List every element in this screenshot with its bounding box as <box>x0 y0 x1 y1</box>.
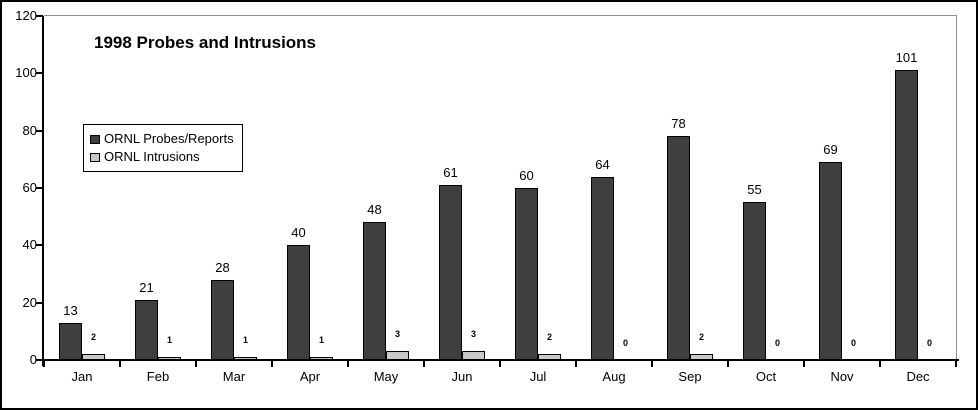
bar-value-probes-apr: 40 <box>291 225 306 240</box>
bar-value-probes-aug: 64 <box>595 157 610 172</box>
legend-item-probes: ORNL Probes/Reports <box>90 130 234 148</box>
y-tick-mark <box>36 301 43 304</box>
legend-label: ORNL Probes/Reports <box>104 131 234 146</box>
bar-value-probes-oct: 55 <box>747 182 762 197</box>
x-tick-mark <box>803 361 805 367</box>
x-tick-mark <box>651 361 653 367</box>
bar-probes-aug <box>591 177 614 360</box>
bar-value-probes-jan: 13 <box>63 303 78 318</box>
chart-title: 1998 Probes and Intrusions <box>94 33 317 52</box>
bar-intrusions-jul <box>538 354 561 360</box>
x-axis-line <box>42 359 959 361</box>
bar-probes-oct <box>743 202 766 360</box>
bar-value-intrusions-aug: 0 <box>622 338 628 348</box>
x-tick-label-oct: Oct <box>755 369 777 384</box>
bar-value-intrusions-may: 3 <box>394 329 400 339</box>
y-tick-label: 0 <box>29 352 37 367</box>
bar-value-intrusions-feb: 1 <box>166 335 172 345</box>
x-tick-mark <box>727 361 729 367</box>
bar-intrusions-jan <box>82 354 105 360</box>
bar-value-probes-jul: 60 <box>519 168 534 183</box>
bar-intrusions-sep <box>690 354 713 360</box>
bar-value-probes-jun: 61 <box>443 165 458 180</box>
y-tick-label: 20 <box>22 294 37 310</box>
y-axis-line <box>42 16 44 366</box>
bar-value-intrusions-apr: 1 <box>318 335 324 345</box>
bar-probes-feb <box>135 300 158 360</box>
bar-probes-sep <box>667 136 690 360</box>
legend-item-intrusions: ORNL Intrusions <box>90 148 234 166</box>
bar-probes-apr <box>287 245 310 360</box>
bar-intrusions-feb <box>158 357 181 360</box>
y-tick-mark <box>36 15 43 17</box>
bar-intrusions-apr <box>310 357 333 360</box>
y-tick-mark <box>36 72 43 75</box>
y-tick-label: 60 <box>22 180 37 195</box>
x-tick-mark <box>43 361 45 367</box>
bar-value-probes-mar: 28 <box>215 260 230 275</box>
bar-probes-mar <box>211 280 234 360</box>
bar-value-intrusions-dec: 0 <box>926 338 932 348</box>
legend: ORNL Probes/Reports ORNL Intrusions <box>83 124 243 172</box>
x-tick-label-apr: Apr <box>299 369 321 384</box>
bar-probes-may <box>363 222 386 360</box>
bar-value-intrusions-jan: 2 <box>90 332 96 342</box>
bar-value-probes-dec: 101 <box>895 50 918 65</box>
bar-probes-jan <box>59 323 82 360</box>
bar-value-intrusions-sep: 2 <box>698 332 704 342</box>
bar-value-intrusions-oct: 0 <box>774 338 780 348</box>
bar-value-intrusions-jul: 2 <box>546 332 552 342</box>
y-tick-mark <box>36 359 43 361</box>
x-tick-label-jun: Jun <box>451 369 473 384</box>
y-tick-label: 120 <box>15 8 37 23</box>
x-tick-mark <box>499 361 501 367</box>
x-tick-mark <box>955 361 957 367</box>
bar-probes-jul <box>515 188 538 360</box>
x-tick-label-jul: Jul <box>529 369 547 384</box>
bar-value-intrusions-nov: 0 <box>850 338 856 348</box>
bar-intrusions-mar <box>234 357 257 360</box>
plot-border-top <box>44 15 957 16</box>
x-tick-mark <box>423 361 425 367</box>
x-tick-label-dec: Dec <box>906 369 930 384</box>
y-tick-mark <box>36 129 43 132</box>
x-tick-mark <box>347 361 349 367</box>
bar-value-probes-may: 48 <box>367 202 382 217</box>
x-tick-mark <box>879 361 881 367</box>
x-tick-label-aug: Aug <box>602 369 626 384</box>
bar-probes-dec <box>895 70 918 360</box>
y-tick-label: 80 <box>22 122 37 138</box>
bar-value-probes-feb: 21 <box>139 280 154 295</box>
x-tick-mark <box>575 361 577 367</box>
bar-probes-jun <box>439 185 462 360</box>
x-tick-label-may: May <box>373 369 399 384</box>
bar-value-intrusions-mar: 1 <box>242 335 248 345</box>
y-tick-mark <box>36 187 43 189</box>
legend-swatch-intrusions-icon <box>90 152 100 162</box>
x-tick-mark <box>119 361 121 367</box>
bar-intrusions-may <box>386 351 409 360</box>
x-tick-mark <box>195 361 197 367</box>
bar-value-probes-sep: 78 <box>671 116 686 131</box>
bar-value-intrusions-jun: 3 <box>470 329 476 339</box>
legend-swatch-probes-icon <box>90 134 100 144</box>
bar-value-probes-nov: 69 <box>823 142 838 157</box>
x-tick-label-feb: Feb <box>146 369 170 384</box>
x-tick-label-jan: Jan <box>71 369 93 384</box>
x-tick-label-sep: Sep <box>678 369 702 384</box>
y-tick-mark <box>36 244 43 247</box>
x-tick-mark <box>271 361 273 367</box>
x-tick-label-mar: Mar <box>222 369 246 384</box>
legend-label: ORNL Intrusions <box>104 149 200 164</box>
y-tick-label: 40 <box>22 237 37 253</box>
x-tick-label-nov: Nov <box>830 369 854 384</box>
bar-intrusions-jun <box>462 351 485 360</box>
bar-probes-nov <box>819 162 842 360</box>
plot-border-right <box>956 15 957 360</box>
y-tick-label: 100 <box>15 65 37 81</box>
